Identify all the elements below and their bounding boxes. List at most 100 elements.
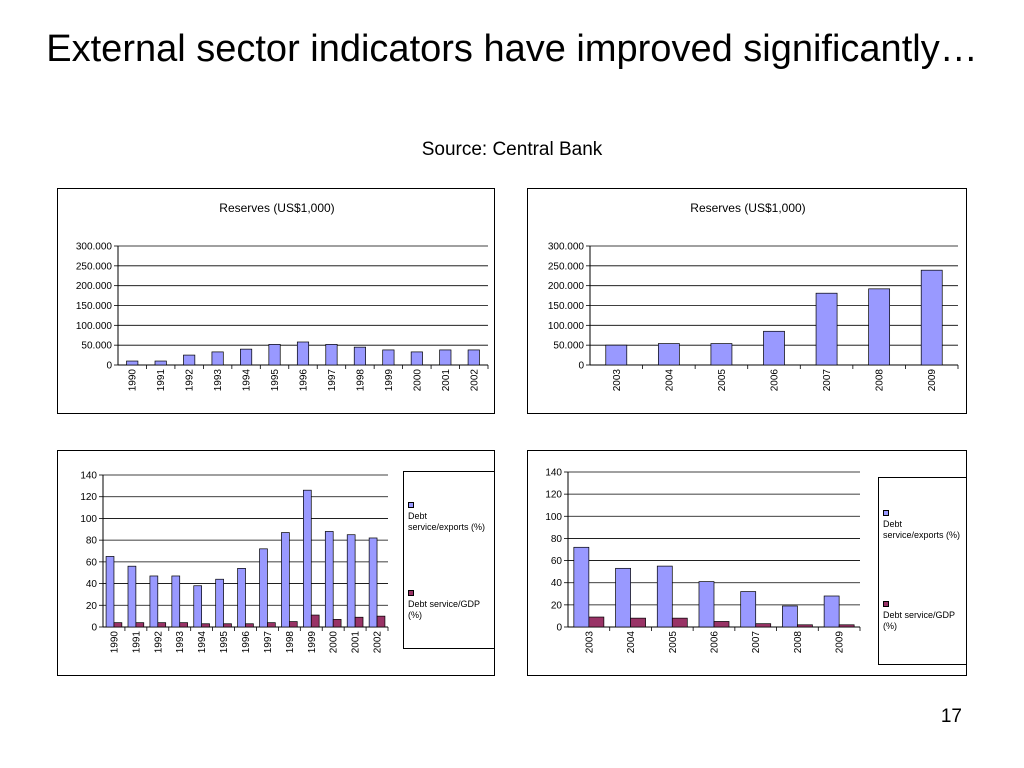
y-tick-label: 150.000	[548, 301, 585, 312]
x-tick-label: 1996	[241, 631, 252, 654]
bar	[755, 623, 772, 628]
x-tick-label: 1994	[242, 369, 253, 392]
bar	[171, 575, 181, 628]
x-tick-label: 1997	[263, 631, 274, 654]
x-tick-label: 2001	[351, 631, 362, 654]
x-tick-label: 2008	[793, 631, 804, 654]
chart-svg: Reserves (US$1,000) 0 50.000 100.000 150.000…	[76, 201, 489, 392]
x-tick-label: 1997	[327, 369, 338, 392]
x-tick-label: 2000	[329, 631, 340, 654]
legend-swatch	[883, 510, 889, 516]
bar	[211, 351, 224, 366]
x-tick-label: 1993	[213, 369, 224, 392]
bar	[656, 565, 673, 628]
y-tick-label: 0	[556, 623, 562, 634]
bar	[354, 616, 364, 628]
bar	[740, 591, 757, 628]
x-tick-label: 2003	[584, 631, 595, 654]
bar	[149, 575, 159, 628]
y-tick-label: 100	[545, 512, 562, 523]
y-tick-label: 50.000	[81, 341, 112, 352]
x-tick-label: 1998	[355, 369, 366, 392]
x-tick-label: 2006	[710, 631, 721, 654]
bar	[713, 621, 730, 628]
y-tick-label: 140	[545, 468, 562, 479]
x-tick-label: 1999	[384, 369, 395, 392]
y-tick-label: 40	[551, 578, 563, 589]
bar	[710, 343, 733, 366]
x-tick-label: 2008	[875, 369, 886, 392]
bar	[223, 623, 232, 628]
y-tick-label: 200.000	[76, 281, 113, 292]
legend-label: Debt service/GDP (%)	[883, 610, 955, 631]
bar	[135, 622, 145, 628]
bar	[325, 344, 338, 366]
bar	[201, 623, 210, 628]
x-tick-label: 2002	[373, 631, 384, 654]
y-tick-label: 300.000	[548, 242, 585, 253]
y-tick-label: 80	[86, 536, 98, 547]
slide-source: Source: Central Bank	[421, 139, 603, 160]
legend-label: Debt service/exports (%)	[408, 511, 486, 532]
bar	[920, 269, 943, 366]
y-tick-label: 0	[578, 361, 584, 372]
bar	[353, 346, 366, 366]
x-tick-label: 2009	[835, 631, 846, 654]
x-tick-label: 2003	[612, 369, 623, 392]
y-tick-label: 250.000	[548, 261, 585, 272]
chart-legend: Debt service/exports (%) Debt service/GDP…	[878, 477, 967, 665]
x-tick-label: 1995	[270, 369, 281, 392]
reserves-chart-2003-2009: Reserves (US$1,000) 0 50.000 100.000 150.000…	[527, 188, 967, 414]
debt-service-chart-2003-2009: 0 20 40 60 80 100 120 140 2003 2004 2005 2006 2007 20…	[527, 450, 967, 676]
legend-item: Debt service/GDP (%)	[408, 588, 492, 621]
legend-item: Debt service/exports (%)	[883, 508, 964, 541]
x-tick-label: 2000	[412, 369, 423, 392]
bar	[303, 489, 312, 628]
y-tick-label: 140	[80, 471, 97, 482]
x-tick-label: 2007	[751, 631, 762, 654]
x-tick-label: 1994	[197, 631, 208, 654]
bar	[310, 614, 320, 628]
y-tick-label: 100	[80, 514, 97, 525]
bar	[605, 344, 628, 366]
x-tick-label: 1991	[131, 631, 142, 654]
bar	[346, 534, 356, 628]
bar	[183, 354, 196, 366]
x-tick-label: 2005	[717, 369, 728, 392]
x-tick-label: 1999	[307, 631, 318, 654]
bar	[439, 349, 452, 366]
bar	[797, 624, 813, 628]
bar	[240, 348, 253, 366]
chart-svg: 0 20 40 60 80 100 120 140 1990 1991 1992 1993 1994 19…	[80, 471, 389, 654]
y-tick-label: 60	[551, 556, 563, 567]
y-tick-label: 150.000	[76, 301, 113, 312]
y-tick-label: 80	[551, 534, 563, 545]
x-tick-label: 1992	[153, 631, 164, 654]
x-tick-label: 2004	[626, 631, 637, 654]
bar	[615, 567, 631, 628]
page-number: 17	[940, 706, 962, 727]
y-tick-label: 120	[545, 490, 562, 501]
x-tick-label: 1992	[185, 369, 196, 392]
bar	[698, 581, 715, 628]
y-tick-label: 300.000	[76, 242, 113, 253]
bar	[105, 556, 115, 628]
chart-svg: Reserves (US$1,000) 0 50.000 100.000 150.000…	[548, 201, 959, 392]
y-tick-label: 200.000	[548, 281, 585, 292]
bar	[245, 623, 254, 628]
x-tick-label: 1996	[299, 369, 310, 392]
bar	[763, 330, 785, 366]
chart-title: Reserves (US$1,000)	[219, 201, 334, 215]
legend-item: Debt service/exports (%)	[408, 500, 492, 533]
bar	[368, 537, 378, 628]
x-tick-label: 2007	[822, 369, 833, 392]
x-tick-label: 2006	[770, 369, 781, 392]
bar	[573, 546, 590, 628]
y-tick-label: 100.000	[548, 321, 585, 332]
bar	[237, 568, 246, 628]
bar	[657, 343, 680, 366]
x-tick-label: 1998	[285, 631, 296, 654]
x-tick-label: 2005	[668, 631, 679, 654]
y-tick-label: 40	[86, 579, 98, 590]
bar	[154, 360, 167, 366]
